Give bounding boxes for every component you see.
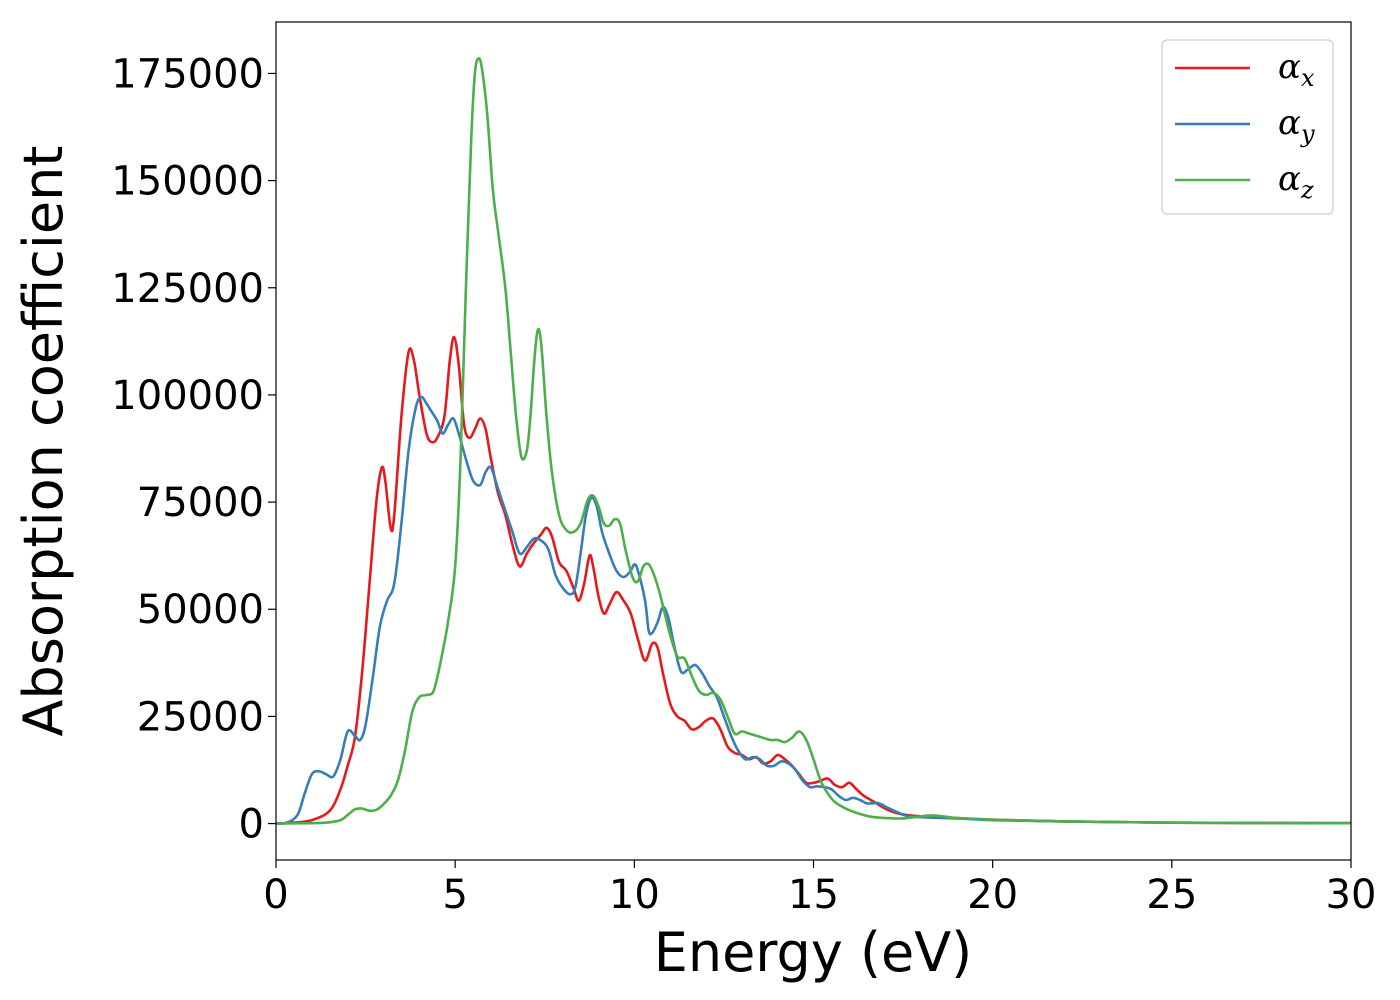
y-tick-label: 125000 xyxy=(111,266,264,312)
x-tick-label: 10 xyxy=(609,872,660,918)
legend-label-y: αy xyxy=(1278,103,1315,148)
y-tick-label: 175000 xyxy=(111,51,264,97)
y-tick-label: 50000 xyxy=(137,587,264,633)
x-tick-label: 20 xyxy=(967,872,1018,918)
y-axis-ticks: 0 25000 50000 75000 100000 125000 150000 175000 xyxy=(111,51,276,848)
x-tick-label: 30 xyxy=(1326,872,1377,918)
legend-label-z: αz xyxy=(1278,159,1314,204)
x-tick-label: 5 xyxy=(442,872,467,918)
x-axis-title: Energy (eV) xyxy=(654,921,973,984)
series-line-y xyxy=(276,395,1351,825)
series-layer xyxy=(276,56,1351,825)
y-tick-label: 0 xyxy=(239,802,264,848)
y-tick-label: 75000 xyxy=(137,480,264,526)
y-axis-title: Absorption coefficient xyxy=(12,146,75,737)
legend-label-x: αx xyxy=(1278,47,1315,92)
y-tick-label: 25000 xyxy=(137,694,264,740)
legend-entries: αx αy αz xyxy=(1175,47,1315,204)
x-axis-ticks: 0 5 10 15 20 25 30 xyxy=(263,860,1376,918)
x-tick-label: 0 xyxy=(263,872,288,918)
legend-box xyxy=(1161,39,1334,215)
series-line-x xyxy=(276,335,1351,825)
series-line-z xyxy=(276,56,1351,825)
x-tick-label: 25 xyxy=(1146,872,1197,918)
legend: αx αy αz xyxy=(1161,39,1334,215)
x-tick-label: 15 xyxy=(788,872,839,918)
y-tick-label: 150000 xyxy=(111,159,264,205)
y-tick-label: 100000 xyxy=(111,373,264,419)
